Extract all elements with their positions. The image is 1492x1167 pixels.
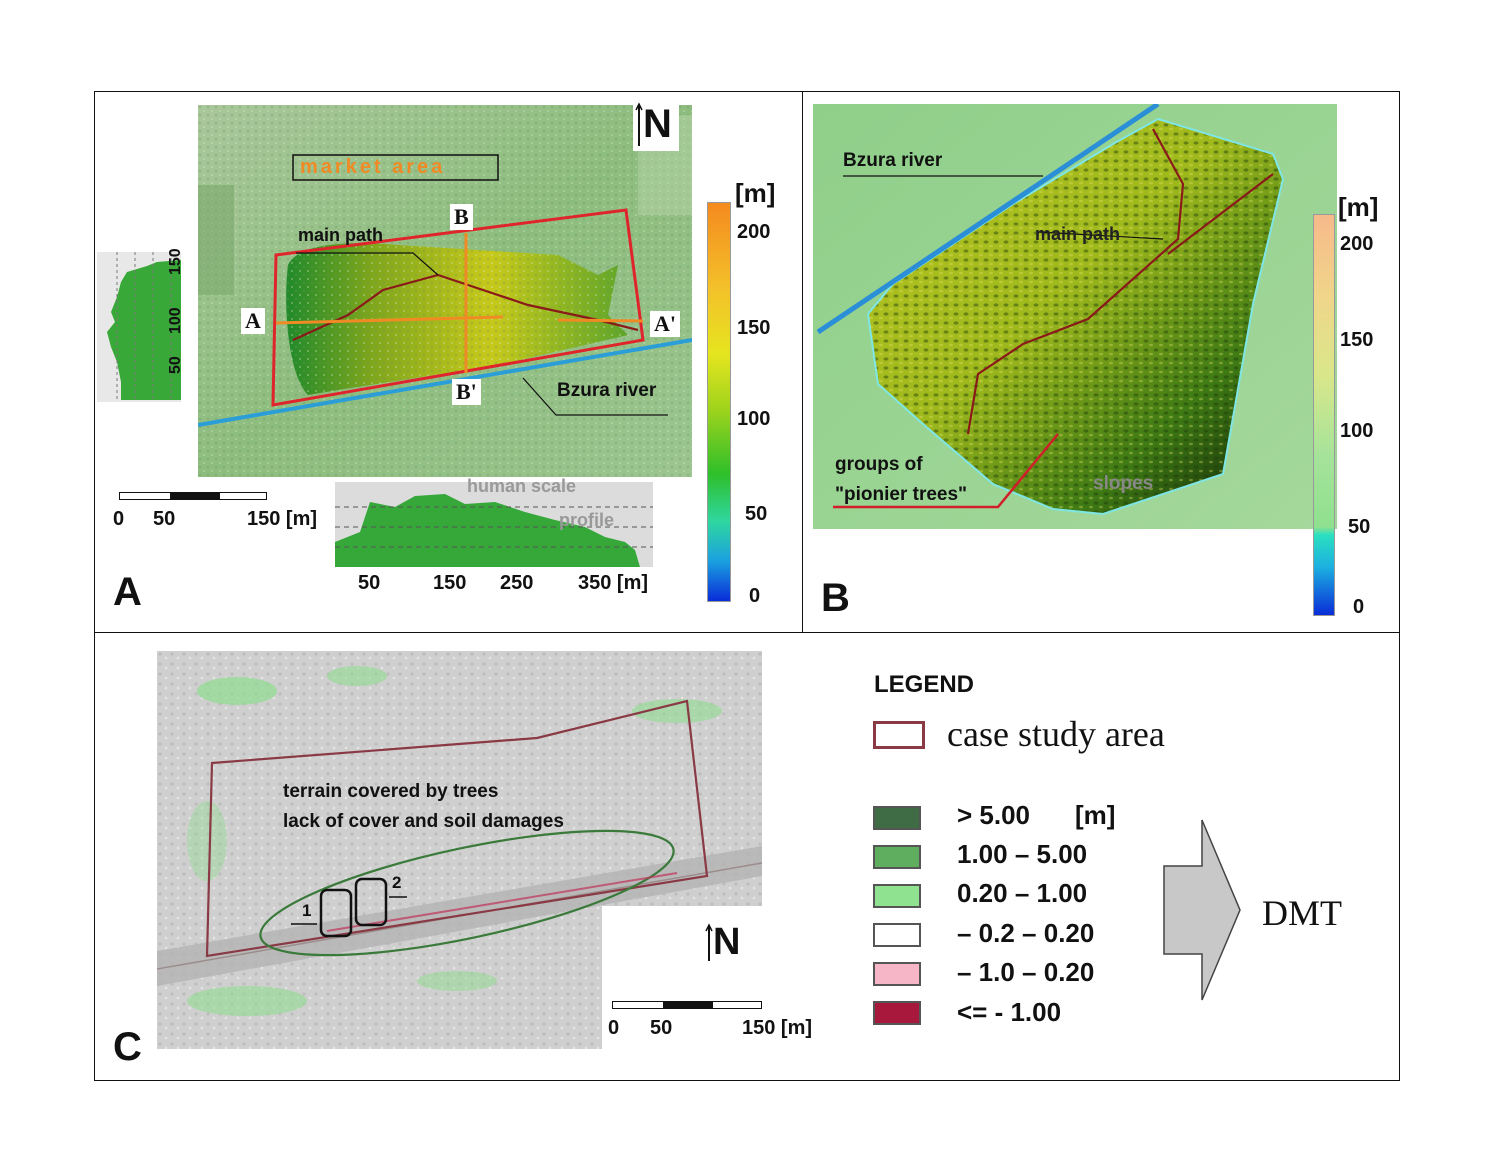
vprofile-tick-150: 150 (167, 248, 184, 275)
legend-swatch-6 (873, 1001, 921, 1025)
panel-a: market area main path Bzura river A A' B… (94, 91, 804, 634)
profile-tick-150: 150 (433, 572, 467, 594)
colorbar-b-tick-100: 100 (1340, 420, 1374, 442)
legend-label-2: 1.00 – 5.00 (957, 839, 1088, 869)
colorbar-b-unit: [m] (1338, 192, 1379, 222)
section-a-label: A (241, 308, 265, 334)
scalebar-c (612, 1001, 762, 1009)
legend-label-5: – 1.0 – 0.20 (957, 957, 1095, 987)
scalebar-a (119, 492, 267, 500)
trees-label-line1: groups of (835, 454, 923, 475)
slopes-label: slopes (1093, 473, 1154, 494)
terrain-text-line2: lack of cover and soil damages (283, 811, 564, 832)
colorbar-b-tick-150: 150 (1340, 329, 1374, 351)
profile-tick-350: 350 [m] (578, 572, 649, 594)
profile-subtitle: profile (559, 510, 615, 530)
section-b-label: B (450, 204, 473, 230)
scalebar-a-tick-150: 150 [m] (247, 508, 318, 530)
horizontal-profile-a (335, 482, 653, 567)
profile-title: human scale (467, 476, 577, 496)
colorbar-a-unit: [m] (735, 178, 776, 208)
legend-swatch-1 (873, 806, 921, 830)
river-label: Bzura river (557, 380, 657, 401)
colorbar-a-tick-50: 50 (745, 503, 768, 525)
north-arrow-icon-a (635, 102, 643, 146)
colorbar-a-tick-100: 100 (737, 408, 771, 430)
dmt-label: DMT (1262, 893, 1342, 933)
colorbar-a-tick-150: 150 (737, 317, 771, 339)
colorbar-a (707, 202, 731, 602)
marker-1-label: 1 (302, 901, 312, 920)
legend-title: LEGEND (874, 671, 975, 698)
terrain-text-line1: terrain covered by trees (283, 781, 499, 802)
profile-tick-250: 250 (500, 572, 534, 594)
legend-label-4: – 0.2 – 0.20 (957, 918, 1095, 948)
river-label-b: Bzura river (843, 150, 943, 171)
main-path-label-b: main path (1035, 224, 1121, 244)
colorbar-a-tick-200: 200 (737, 221, 771, 243)
trees-label-line2: "pionier trees" (835, 484, 968, 505)
panel-b-relief-map (813, 104, 1337, 529)
scalebar-a-tick-0: 0 (113, 508, 125, 530)
panel-c-letter: C (113, 1025, 142, 1069)
vertical-profile-b (97, 252, 181, 402)
colorbar-a-tick-0: 0 (749, 585, 761, 607)
colorbar-b-tick-50: 50 (1348, 516, 1371, 538)
vprofile-tick-50: 50 (167, 356, 184, 374)
market-area-label: market area (300, 156, 446, 178)
panel-b: Bzura river main path groups of "pionier… (802, 91, 1400, 634)
panel-c: terrain covered by trees lack of cover a… (94, 632, 1400, 1081)
legend-case-study-label: case study area (947, 714, 1165, 754)
legend-label-1: > 5.00 (957, 800, 1031, 830)
north-arrow-icon-c (705, 923, 713, 961)
dmt-arrow-icon (1163, 819, 1241, 1001)
panel-c-relief-map (157, 651, 762, 1049)
scalebar-c-tick-150: 150 [m] (742, 1017, 813, 1039)
vprofile-tick-100: 100 (167, 307, 184, 334)
colorbar-b (1313, 214, 1335, 616)
panel-b-letter: B (821, 576, 850, 620)
scalebar-a-fill (170, 493, 220, 499)
north-label-c: N (713, 921, 741, 963)
main-path-label: main path (298, 225, 384, 245)
legend-case-study-swatch (873, 721, 925, 749)
scalebar-a-tick-50: 50 (153, 508, 176, 530)
scalebar-c-tick-50: 50 (650, 1017, 673, 1039)
legend-swatch-4 (873, 923, 921, 947)
section-b-prime-label: B' (452, 379, 481, 405)
scalebar-c-fill (663, 1002, 713, 1008)
colorbar-b-tick-200: 200 (1340, 233, 1374, 255)
north-label-a: N (643, 102, 672, 146)
colorbar-b-tick-0: 0 (1353, 596, 1365, 618)
scalebar-c-tick-0: 0 (608, 1017, 620, 1039)
section-a-prime-label: A' (650, 311, 680, 337)
legend-label-6: <= - 1.00 (957, 997, 1062, 1027)
legend-swatch-2 (873, 845, 921, 869)
panel-a-letter: A (113, 570, 142, 614)
profile-tick-50: 50 (358, 572, 381, 594)
north-arrow-a (633, 101, 679, 151)
marker-2-label: 2 (392, 873, 402, 892)
legend-swatch-5 (873, 962, 921, 986)
legend-unit-1: [m] (1075, 800, 1116, 830)
panel-a-relief-map (198, 105, 692, 477)
legend-label-3: 0.20 – 1.00 (957, 878, 1088, 908)
legend-swatch-3 (873, 884, 921, 908)
